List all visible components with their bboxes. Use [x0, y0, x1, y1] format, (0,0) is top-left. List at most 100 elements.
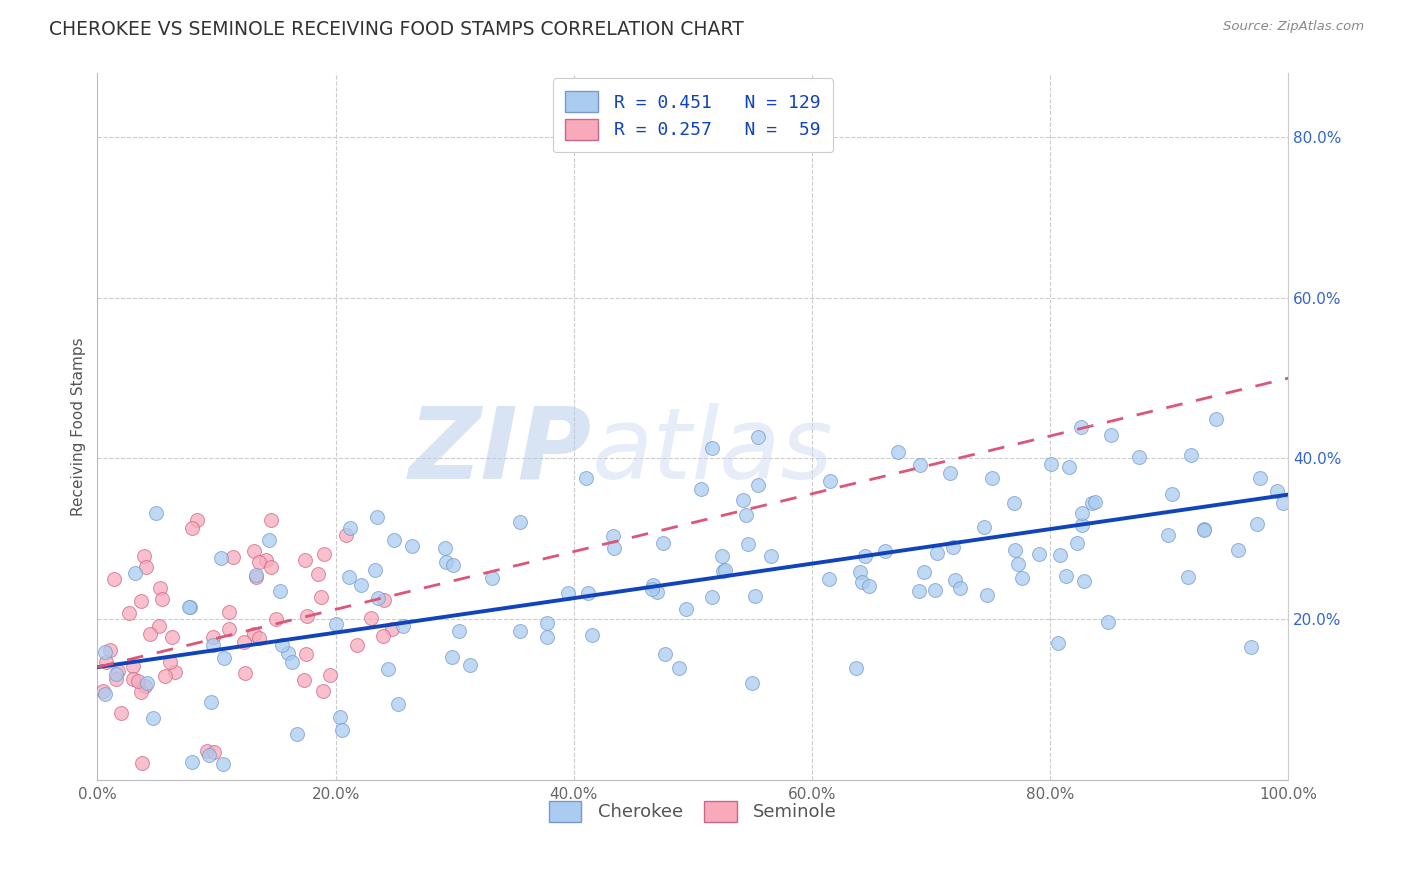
Point: [110, 706, 132, 721]
Point: [257, 533, 280, 547]
Point: [713, 563, 735, 577]
Point: [976, 588, 998, 602]
Text: CHEROKEE VS SEMINOLE RECEIVING FOOD STAMPS CORRELATION CHART: CHEROKEE VS SEMINOLE RECEIVING FOOD STAM…: [49, 20, 744, 38]
Point: [981, 471, 1004, 485]
Point: [281, 655, 304, 669]
Point: [690, 482, 713, 496]
Point: [654, 647, 676, 661]
Point: [179, 600, 201, 615]
Point: [243, 626, 266, 640]
Point: [118, 606, 141, 620]
Point: [731, 493, 754, 508]
Point: [245, 570, 267, 584]
Point: [242, 543, 264, 558]
Point: [1059, 459, 1081, 474]
Text: Source: ZipAtlas.com: Source: ZipAtlas.com: [1223, 20, 1364, 33]
Point: [222, 549, 245, 564]
Point: [744, 590, 766, 604]
Point: [91, 684, 114, 698]
Point: [121, 673, 143, 687]
Point: [741, 675, 763, 690]
Point: [845, 661, 868, 675]
Point: [145, 506, 167, 520]
Point: [134, 679, 156, 693]
Point: [401, 539, 423, 553]
Point: [449, 624, 471, 639]
Point: [292, 673, 315, 688]
Point: [1028, 547, 1050, 561]
Point: [254, 553, 277, 567]
Point: [927, 546, 949, 560]
Point: [209, 550, 232, 565]
Point: [319, 668, 342, 682]
Point: [360, 611, 382, 625]
Point: [1249, 470, 1271, 484]
Point: [94, 644, 117, 658]
Point: [1097, 615, 1119, 629]
Point: [910, 458, 932, 473]
Point: [1161, 487, 1184, 501]
Point: [1157, 527, 1180, 541]
Point: [312, 684, 335, 698]
Point: [1070, 518, 1092, 533]
Point: [105, 666, 128, 681]
Point: [264, 612, 287, 626]
Point: [509, 624, 531, 639]
Point: [129, 594, 152, 608]
Point: [367, 591, 389, 605]
Point: [122, 659, 145, 673]
Point: [481, 571, 503, 585]
Point: [371, 629, 394, 643]
Point: [651, 535, 673, 549]
Point: [329, 710, 352, 724]
Point: [855, 549, 877, 563]
Point: [949, 581, 972, 595]
Point: [149, 581, 172, 595]
Point: [645, 585, 668, 599]
Point: [312, 547, 335, 561]
Point: [1004, 543, 1026, 558]
Point: [576, 586, 599, 600]
Point: [1049, 548, 1071, 562]
Point: [387, 697, 409, 711]
Point: [536, 615, 558, 630]
Point: [103, 572, 125, 586]
Point: [181, 521, 204, 535]
Point: [817, 572, 839, 586]
Point: [186, 512, 208, 526]
Point: [1265, 484, 1288, 499]
Point: [1047, 636, 1070, 650]
Point: [849, 565, 872, 579]
Point: [180, 755, 202, 769]
Point: [96, 655, 118, 669]
Point: [363, 563, 385, 577]
Point: [851, 574, 873, 589]
Point: [1192, 523, 1215, 537]
Point: [366, 509, 388, 524]
Point: [142, 711, 165, 725]
Point: [557, 585, 579, 599]
Point: [134, 549, 156, 564]
Point: [440, 649, 463, 664]
Point: [177, 599, 200, 614]
Point: [218, 622, 240, 636]
Point: [235, 665, 257, 680]
Point: [759, 549, 782, 564]
Point: [150, 591, 173, 606]
Point: [247, 555, 270, 569]
Point: [1180, 448, 1202, 462]
Point: [924, 582, 946, 597]
Point: [201, 630, 224, 644]
Point: [260, 513, 283, 527]
Point: [1240, 640, 1263, 654]
Point: [127, 674, 149, 689]
Point: [710, 549, 733, 563]
Point: [711, 564, 734, 578]
Point: [581, 628, 603, 642]
Point: [1227, 542, 1250, 557]
Point: [138, 626, 160, 640]
Point: [245, 568, 267, 582]
Point: [104, 672, 127, 686]
Point: [325, 616, 347, 631]
Point: [124, 566, 146, 580]
